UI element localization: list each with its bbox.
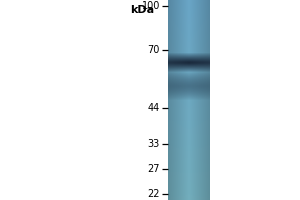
Text: kDa: kDa — [130, 5, 154, 15]
Text: 22: 22 — [148, 189, 160, 199]
Text: 33: 33 — [148, 139, 160, 149]
Text: 44: 44 — [148, 103, 160, 113]
Text: 100: 100 — [142, 1, 160, 11]
Text: 70: 70 — [148, 45, 160, 55]
Text: 27: 27 — [148, 164, 160, 174]
